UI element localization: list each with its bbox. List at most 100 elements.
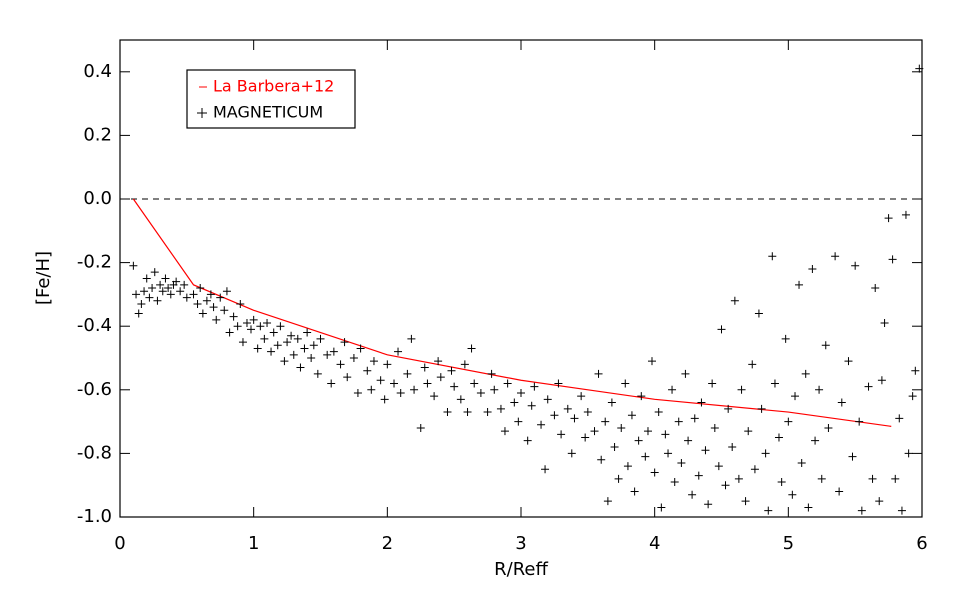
y-tick-label: 0.2 (83, 124, 112, 145)
scatter-point (293, 334, 302, 343)
scatter-point (888, 255, 897, 264)
scatter-point (543, 395, 552, 404)
scatter-point (410, 385, 419, 394)
scatter-point (661, 430, 670, 439)
scatter-point (681, 369, 690, 378)
scatter-point (222, 287, 231, 296)
scatter-point (774, 433, 783, 442)
scatter-point (483, 408, 492, 417)
scatter-point (677, 458, 686, 467)
scatter-point (788, 490, 797, 499)
scatter-point (470, 379, 479, 388)
scatter-point (808, 264, 817, 273)
scatter-point (369, 357, 378, 366)
scatter-point (166, 290, 175, 299)
scatter-point (514, 417, 523, 426)
scatter-point (140, 287, 149, 296)
scatter-point (821, 341, 830, 350)
scatter-point (145, 293, 154, 302)
y-tick-label: -0.4 (77, 315, 112, 336)
scatter-point (267, 347, 276, 356)
scatter-point (193, 299, 202, 308)
scatter-point (134, 309, 143, 318)
scatter-point (734, 474, 743, 483)
scatter-point (430, 392, 439, 401)
scatter-point (570, 414, 579, 423)
scatter-point (463, 408, 472, 417)
scatter-point (198, 309, 207, 318)
scatter-point (283, 338, 292, 347)
scatter-point (249, 315, 258, 324)
scatter-point (376, 376, 385, 385)
scatter-point (296, 363, 305, 372)
y-tick-label: -0.8 (77, 442, 112, 463)
scatter-point (490, 385, 499, 394)
scatter-point (527, 401, 536, 410)
scatter-point (242, 319, 251, 328)
scatter-point (891, 474, 900, 483)
scatter-point (904, 449, 913, 458)
scatter-point (654, 408, 663, 417)
y-axis-label: [Fe/H] (33, 251, 54, 305)
scatter-point (216, 293, 225, 302)
scatter-point (340, 338, 349, 347)
scatter-point (657, 503, 666, 512)
scatter-point (236, 299, 245, 308)
scatter-point (287, 331, 296, 340)
scatter-point (777, 478, 786, 487)
scatter-point (617, 423, 626, 432)
scatter-point (256, 322, 265, 331)
scatter-point (690, 414, 699, 423)
scatter-point (260, 334, 269, 343)
scatter-point (161, 274, 170, 283)
scatter-point (554, 379, 563, 388)
scatter-point (837, 398, 846, 407)
scatter-point (647, 357, 656, 366)
scatter-point (855, 417, 864, 426)
scatter-point (212, 315, 221, 324)
scatter-point (220, 306, 229, 315)
scatter-point (180, 280, 189, 289)
scatter-point (263, 319, 272, 328)
scatter-point (670, 478, 679, 487)
scatter-point (717, 325, 726, 334)
scatter-point (541, 465, 550, 474)
scatter-point (343, 373, 352, 382)
scatter-point (728, 443, 737, 452)
scatter-point (323, 350, 332, 359)
scatter-point (697, 398, 706, 407)
x-tick-label: 1 (248, 533, 259, 554)
scatter-point (182, 293, 191, 302)
scatter-point (911, 366, 920, 375)
scatter-point (577, 392, 586, 401)
scatter-point (460, 360, 469, 369)
scatter-point (137, 299, 146, 308)
scatter-point (246, 325, 255, 334)
scatter-point (253, 344, 262, 353)
scatter-point (721, 481, 730, 490)
scatter-point (884, 214, 893, 223)
scatter-point (487, 369, 496, 378)
scatter-point (603, 497, 612, 506)
scatter-point (423, 379, 432, 388)
x-tick-label: 6 (916, 533, 927, 554)
scatter-point (621, 379, 630, 388)
legend-swatch (197, 108, 207, 118)
scatter-point (530, 382, 539, 391)
scatter-point (623, 462, 632, 471)
scatter-point (349, 354, 358, 362)
scatter-point (811, 436, 820, 445)
scatter-point (436, 373, 445, 382)
scatter-point (129, 261, 138, 270)
scatter-point (316, 334, 325, 343)
scatter-point (761, 449, 770, 458)
scatter-point (915, 64, 924, 73)
scatter-point (172, 277, 181, 286)
scatter-point (901, 210, 910, 219)
scatter-point (276, 322, 285, 331)
scatter-point (132, 290, 141, 299)
scatter-point (300, 344, 309, 353)
scatter-point (148, 284, 157, 293)
scatter-point (363, 366, 372, 375)
